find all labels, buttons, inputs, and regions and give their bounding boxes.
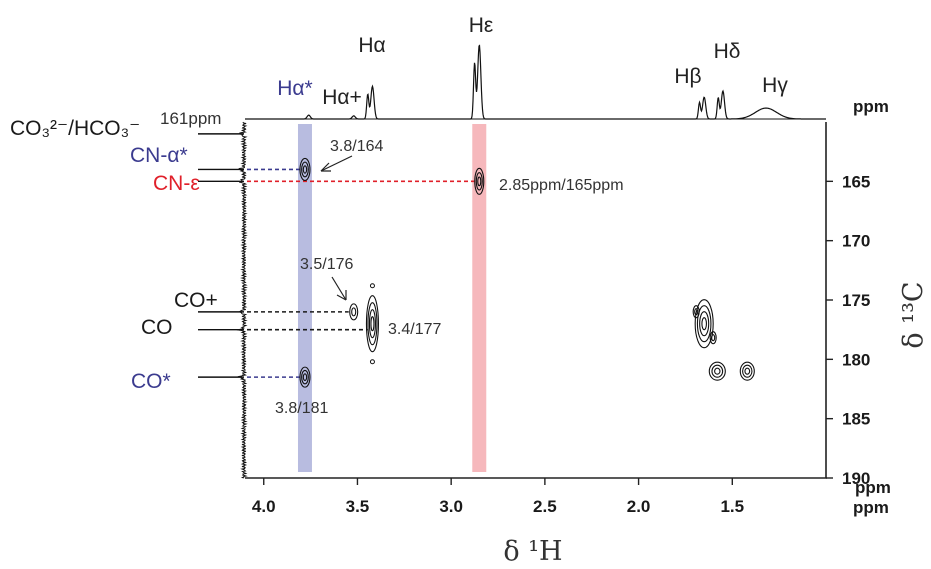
cross-peak-contour: [692, 305, 700, 319]
carbon-label: CN-α*: [130, 144, 188, 167]
plot-frame: [245, 122, 827, 479]
cross-peak-contour: [301, 161, 309, 178]
annotation-arrow: [331, 276, 347, 301]
carbon-labels: CO₃²⁻/HCO₃⁻ 161ppm CN-α* CN-ε CO+CO CO*: [10, 109, 221, 393]
carbon-trace: [236, 121, 248, 479]
cross-peak-contour: [365, 295, 379, 353]
peak-label: Hδ: [714, 40, 741, 63]
highlight-band-1: [472, 124, 487, 472]
y-tick-label: 180: [842, 350, 870, 369]
cross-peak-contour: [367, 302, 378, 346]
carbon-label-extra: 161ppm: [160, 109, 221, 128]
annotation-arrow: [320, 155, 353, 172]
cross-peak-contour: [477, 176, 482, 187]
cross-peak-annotation: 3.4/177: [388, 321, 441, 338]
x-tick-label: 1.5: [720, 497, 744, 516]
cross-peak-contour: [694, 299, 714, 349]
cross-peak-annotation: 2.85ppm/165ppm: [499, 177, 624, 194]
cross-peak-contour: [699, 311, 710, 337]
peak-label: Hγ: [762, 74, 788, 97]
peak-label: Hε: [469, 14, 494, 37]
peak-label: Hα*: [277, 77, 312, 100]
cross-peak-contour: [349, 303, 359, 321]
y-tick-label: 175: [842, 291, 870, 310]
proton-projection: [245, 44, 826, 120]
x-tick-label: 4.0: [252, 497, 276, 516]
top-unit-label: ppm: [853, 97, 889, 116]
peak-label: Hα+: [322, 86, 362, 109]
annotation-arrowhead: [336, 290, 347, 301]
carbon-label: CO*: [131, 370, 171, 393]
cross-peak-contour: [708, 361, 726, 381]
cross-peak-contour: [299, 366, 311, 388]
cross-peak-contour: [694, 308, 699, 316]
x-tick-label: 2.5: [533, 497, 557, 516]
y-tick-label: 165: [842, 172, 870, 191]
carbon-label: CN-ε: [153, 172, 200, 195]
cross-peak-annotation: 3.8/181: [275, 400, 328, 417]
cross-peak-contour: [739, 361, 755, 381]
cross-peak-contour: [742, 364, 753, 378]
cross-peak-contour: [701, 317, 707, 331]
x-tick-label: 2.0: [627, 497, 651, 516]
cross-peak-annotations: 3.8/164 2.85ppm/165ppm 3.5/176 3.4/177 3.8/1…: [275, 138, 624, 417]
cross-peak-contour: [696, 305, 712, 343]
cross-peak-contour: [302, 373, 308, 382]
cross-peak-contour: [351, 307, 357, 317]
x-unit-label: ppm: [853, 498, 889, 517]
cross-peak-contour: [299, 157, 311, 182]
peak-label: Hβ: [674, 65, 701, 88]
x-tick-label: 3.5: [346, 497, 370, 516]
y-axis-label: δ ¹³C: [898, 281, 929, 348]
carbon-13-projection: [198, 121, 248, 479]
carbon-label: CO₃²⁻/HCO₃⁻: [10, 117, 140, 140]
cross-peak-contour: [302, 165, 308, 174]
cross-peak-annotation: 3.5/176: [300, 256, 353, 273]
cross-peak-contour: [369, 359, 375, 365]
cross-peak-contour: [711, 364, 724, 378]
y-tick-label: 185: [842, 410, 870, 429]
cross-peak-annotation: 3.8/164: [330, 138, 383, 155]
carbon-label: CO: [141, 316, 173, 339]
x-axis-label: δ ¹H: [503, 536, 562, 567]
cross-peak-contour: [475, 172, 483, 191]
y-tick-label: 190: [842, 469, 870, 488]
x-axis-ticks: 4.0 3.5 3.0 2.5 2.0 1.5: [252, 478, 744, 516]
highlight-band-0: [297, 124, 312, 472]
proton-peak-labels: Hα* Hα+ Hα Hε Hβ Hδ Hγ: [277, 14, 788, 109]
cross-peak-contour: [711, 334, 716, 342]
cross-peak-contour: [709, 331, 717, 345]
cross-peak-contour: [714, 367, 721, 375]
y-tick-label: 170: [842, 232, 870, 251]
carbon-label: CO+: [174, 289, 218, 312]
guide-lines: [247, 168, 475, 378]
annotation-arrowhead: [320, 162, 331, 172]
cross-peaks: [299, 157, 755, 388]
cross-peak-contour: [370, 316, 375, 332]
y-unit-label: ppm: [855, 478, 891, 497]
cross-peak-contour: [301, 369, 309, 385]
cross-peak-contour: [744, 367, 751, 375]
peak-label: Hα: [358, 34, 385, 57]
y-axis-ticks: 165 170 175 180 185 190: [826, 172, 870, 488]
x-tick-label: 3.0: [439, 497, 463, 516]
highlight-bands: [297, 124, 487, 472]
cross-peak-contour: [369, 283, 375, 289]
cross-peak-contour: [368, 309, 376, 339]
cross-peak-contour: [474, 167, 485, 195]
